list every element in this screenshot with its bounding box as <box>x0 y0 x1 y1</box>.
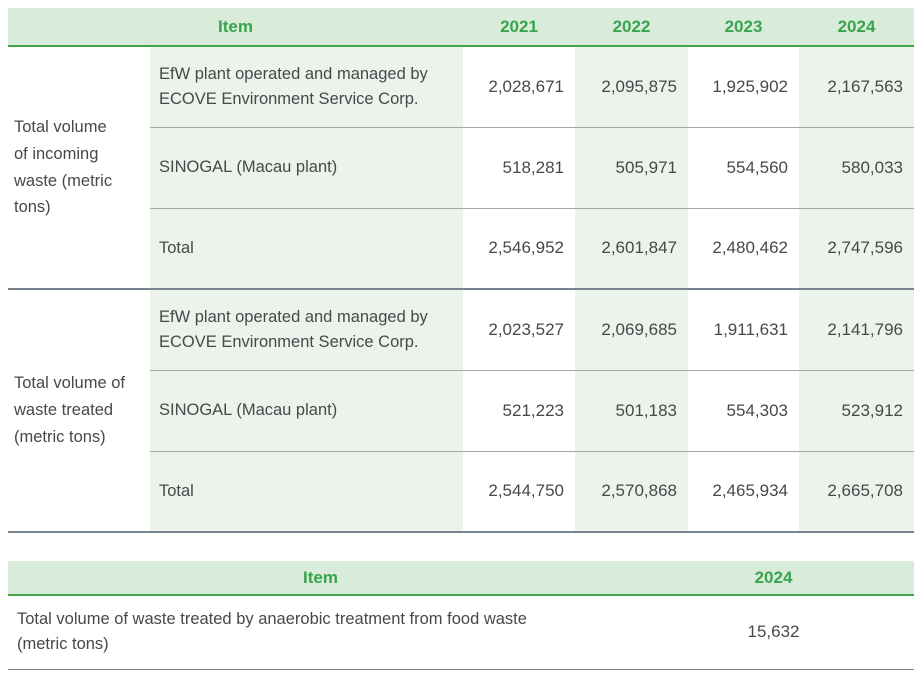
value-cell-2022: 2,570,868 <box>575 450 688 532</box>
anaerobic-table-body: Total volume of waste treated by anaerob… <box>8 595 914 669</box>
value-cell-2024: 580,033 <box>799 126 914 208</box>
column-header-2021: 2021 <box>463 8 575 47</box>
item-cell: SINOGAL (Macau plant) <box>150 126 463 208</box>
value-cell-2023: 1,925,902 <box>688 46 799 127</box>
value-cell-2023: 554,303 <box>688 369 799 451</box>
table-row: Total 2,544,750 2,570,868 2,465,934 2,66… <box>8 450 914 532</box>
table-row: SINOGAL (Macau plant) 518,281 505,971 55… <box>8 126 914 208</box>
header-row: Item 2024 <box>8 561 914 596</box>
value-cell-2023: 554,560 <box>688 126 799 208</box>
group-label-incoming-waste: Total volume of incoming waste (metric t… <box>8 46 150 289</box>
value-cell-2021: 518,281 <box>463 126 575 208</box>
incoming-waste-group: Total volume of incoming waste (metric t… <box>8 46 914 289</box>
header-row: Item 2021 2022 2023 2024 <box>8 8 914 47</box>
value-cell-2022: 2,069,685 <box>575 289 688 370</box>
value-cell-2022: 2,601,847 <box>575 207 688 289</box>
value-cell-2021: 2,023,527 <box>463 289 575 370</box>
value-cell-2021: 2,028,671 <box>463 46 575 127</box>
column-header-2024: 2024 <box>633 561 914 596</box>
column-header-item: Item <box>8 561 633 596</box>
value-cell-2024: 2,141,796 <box>799 289 914 370</box>
table-row: Total volume of waste treated by anaerob… <box>8 595 914 669</box>
value-cell-2024: 2,665,708 <box>799 450 914 532</box>
value-cell-2021: 2,544,750 <box>463 450 575 532</box>
table-row: SINOGAL (Macau plant) 521,223 501,183 55… <box>8 369 914 451</box>
item-cell: EfW plant operated and managed by ECOVE … <box>150 46 463 127</box>
anaerobic-table-header: Item 2024 <box>8 561 914 596</box>
table-row: Total 2,546,952 2,601,847 2,480,462 2,74… <box>8 207 914 289</box>
group-label-waste-treated: Total volume of waste treated (metric to… <box>8 289 150 532</box>
value-cell-2023: 2,465,934 <box>688 450 799 532</box>
table-row: Total volume of incoming waste (metric t… <box>8 46 914 289</box>
value-cell-2024: 2,167,563 <box>799 46 914 127</box>
item-cell-total: Total <box>150 207 463 289</box>
item-cell: EfW plant operated and managed by ECOVE … <box>150 289 463 370</box>
table-row: Total volume of waste treated (metric to… <box>8 289 914 532</box>
item-cell: Total volume of waste treated by anaerob… <box>8 595 633 669</box>
value-cell-2022: 501,183 <box>575 369 688 451</box>
column-header-2022: 2022 <box>575 8 688 47</box>
value-cell-2021: 2,546,952 <box>463 207 575 289</box>
waste-volume-table: Item 2021 2022 2023 2024 Total volume of… <box>8 8 914 533</box>
column-header-2024: 2024 <box>799 8 914 47</box>
value-cell-2023: 2,480,462 <box>688 207 799 289</box>
column-header-item: Item <box>8 8 463 47</box>
treated-waste-group: Total volume of waste treated (metric to… <box>8 289 914 532</box>
value-cell-2023: 1,911,631 <box>688 289 799 370</box>
value-cell-2024: 523,912 <box>799 369 914 451</box>
anaerobic-treatment-table: Item 2024 Total volume of waste treated … <box>8 561 914 670</box>
column-header-2023: 2023 <box>688 8 799 47</box>
waste-volume-table-header: Item 2021 2022 2023 2024 <box>8 8 914 47</box>
item-cell: SINOGAL (Macau plant) <box>150 369 463 451</box>
report-page: Item 2021 2022 2023 2024 Total volume of… <box>8 8 914 670</box>
value-cell-2022: 505,971 <box>575 126 688 208</box>
value-cell-2021: 521,223 <box>463 369 575 451</box>
value-cell-2022: 2,095,875 <box>575 46 688 127</box>
item-cell-total: Total <box>150 450 463 532</box>
value-cell-2024: 15,632 <box>633 595 914 669</box>
value-cell-2024: 2,747,596 <box>799 207 914 289</box>
